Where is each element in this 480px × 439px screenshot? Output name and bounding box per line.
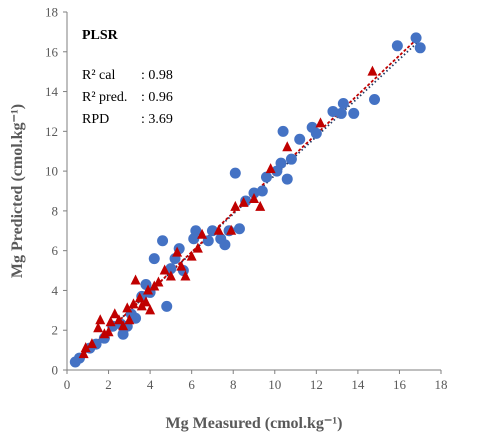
data-point-circle: [335, 107, 347, 119]
data-point-circle: [391, 40, 403, 52]
data-point-triangle: [255, 200, 266, 211]
y-axis-ticks: 0 2 4 6 8 10 12 14 16 18: [45, 5, 67, 378]
x-tick-label: 16: [393, 377, 407, 392]
x-tick-label: 2: [105, 377, 112, 392]
data-point-triangle: [367, 65, 378, 76]
data-point-triangle: [226, 224, 237, 235]
data-point-triangle: [180, 270, 191, 281]
data-point-triangle: [78, 348, 89, 359]
data-point-circle: [260, 171, 272, 183]
data-point-triangle: [122, 302, 133, 313]
data-point-circle: [229, 167, 241, 179]
data-point-triangle: [282, 141, 293, 152]
rpd-label: RPD: [82, 112, 109, 127]
data-point-triangle: [93, 322, 104, 333]
data-point-triangle: [130, 274, 141, 285]
data-point-triangle: [86, 338, 97, 349]
data-point-circle: [161, 300, 173, 312]
y-tick-label: 6: [52, 243, 59, 258]
y-tick-label: 2: [52, 323, 59, 338]
data-point-triangle: [103, 326, 114, 337]
r2-pred-value: : 0.96: [141, 90, 173, 105]
y-tick-label: 0: [52, 363, 59, 378]
y-tick-label: 18: [45, 5, 58, 20]
data-point-circle: [130, 312, 142, 324]
x-tick-label: 18: [435, 377, 448, 392]
data-point-triangle: [128, 298, 139, 309]
trendline-triangle: [72, 35, 421, 365]
data-point-triangle: [230, 200, 241, 211]
r2-cal-label: R² cal: [82, 68, 115, 83]
data-point-circle: [256, 185, 268, 197]
r2-pred-label: R² pred.: [82, 90, 127, 105]
data-point-triangle: [197, 228, 208, 239]
y-tick-label: 16: [45, 44, 59, 59]
data-point-circle: [233, 223, 245, 235]
y-tick-label: 8: [52, 203, 59, 218]
data-point-circle: [337, 97, 349, 109]
data-point-triangle: [159, 264, 170, 275]
data-point-triangle: [109, 308, 120, 319]
data-point-triangle: [113, 314, 124, 325]
y-tick-label: 12: [45, 124, 58, 139]
data-point-triangle: [213, 224, 224, 235]
data-point-triangle: [153, 276, 164, 287]
data-point-triangle: [134, 292, 145, 303]
data-point-circle: [165, 263, 177, 275]
data-markers: [69, 32, 426, 368]
x-tick-label: 0: [64, 377, 71, 392]
data-point-circle: [310, 127, 322, 139]
r2-cal-value: : 0.98: [141, 68, 173, 83]
x-tick-label: 14: [351, 377, 365, 392]
stats-annotation: PLSR R² cal : 0.98 R² pred. : 0.96 RPD :…: [82, 28, 173, 127]
y-tick-label: 4: [52, 283, 59, 298]
method-label: PLSR: [82, 28, 119, 43]
data-point-triangle: [176, 260, 187, 271]
data-point-triangle: [140, 296, 151, 307]
data-point-triangle: [265, 163, 276, 174]
data-point-circle: [294, 133, 306, 145]
data-point-circle: [285, 153, 297, 165]
data-point-circle: [157, 235, 169, 247]
data-point-triangle: [143, 284, 154, 295]
data-point-triangle: [186, 250, 197, 261]
data-point-circle: [369, 94, 381, 106]
x-tick-label: 6: [188, 377, 195, 392]
x-axis-ticks: 0 2 4 6 8 10 12 14 16 18: [64, 370, 448, 392]
data-point-triangle: [118, 320, 129, 331]
data-point-circle: [348, 107, 360, 119]
data-point-circle: [148, 253, 160, 265]
y-axis-title: Mg Predicted (cmol.kg⁻¹): [9, 104, 26, 278]
data-point-triangle: [172, 246, 183, 257]
rpd-value: : 3.69: [141, 112, 173, 127]
x-tick-label: 4: [147, 377, 154, 392]
data-point-triangle: [315, 117, 326, 128]
data-point-triangle: [80, 342, 91, 353]
data-point-circle: [190, 225, 202, 237]
data-point-triangle: [165, 270, 176, 281]
data-point-triangle: [249, 192, 259, 203]
data-point-circle: [275, 157, 287, 169]
data-point-circle: [414, 42, 426, 54]
axes: [66, 12, 441, 371]
data-point-circle: [219, 239, 231, 251]
data-point-triangle: [192, 242, 203, 253]
data-point-circle: [277, 125, 289, 137]
data-point-triangle: [145, 304, 156, 315]
data-point-triangle: [95, 314, 106, 325]
y-tick-label: 10: [45, 164, 58, 179]
x-tick-label: 10: [268, 377, 281, 392]
x-tick-label: 12: [310, 377, 323, 392]
data-point-circle: [410, 32, 422, 44]
data-point-circle: [327, 105, 339, 117]
x-tick-label: 8: [230, 377, 237, 392]
data-point-triangle: [124, 314, 135, 325]
data-point-triangle: [105, 316, 116, 327]
data-point-circle: [281, 173, 293, 185]
data-point-triangle: [238, 196, 249, 207]
y-tick-label: 14: [45, 84, 59, 99]
x-axis-title: Mg Measured (cmol.kg⁻¹): [166, 415, 343, 432]
